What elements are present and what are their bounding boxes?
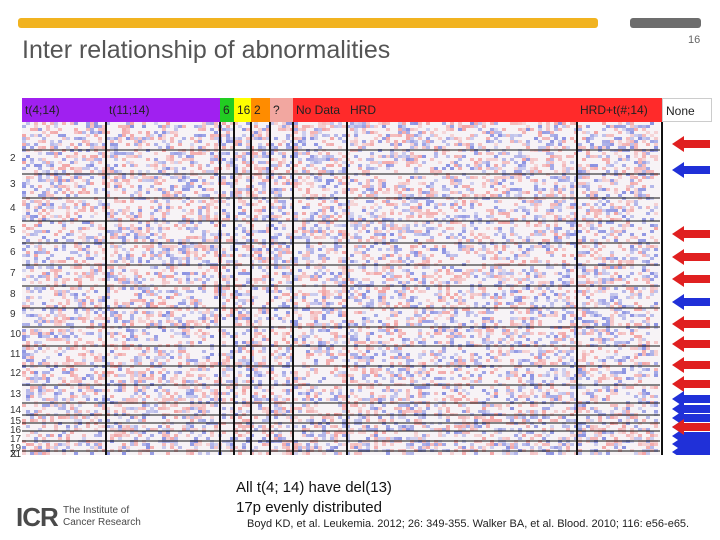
group-header-7: HRD bbox=[347, 98, 577, 122]
chromosome-label-14: 14 bbox=[10, 405, 22, 416]
citation: Boyd KD, et al. Leukemia. 2012; 26: 349-… bbox=[247, 518, 690, 530]
chromosome-label-5: 5 bbox=[10, 225, 16, 236]
arrow-red-0 bbox=[672, 136, 710, 152]
chromosome-label-7: 7 bbox=[10, 268, 16, 279]
arrow-red-16 bbox=[672, 419, 710, 435]
arrow-blue-5 bbox=[672, 294, 710, 310]
group-header-8: HRD+t(#;14) bbox=[577, 98, 662, 122]
arrow-red-6 bbox=[672, 316, 710, 332]
chromosome-label-21: 21 bbox=[10, 449, 22, 460]
logo-line-2: Cancer Research bbox=[63, 517, 141, 528]
chromosome-label-11: 11 bbox=[10, 349, 21, 360]
group-header-0: t(4;14) bbox=[22, 98, 106, 122]
title-accent-bar bbox=[18, 18, 598, 28]
caption-line-1: All t(4; 14) have del(13) bbox=[236, 479, 392, 496]
arrow-red-8 bbox=[672, 357, 710, 373]
arrow-blue-1 bbox=[672, 162, 710, 178]
chromosome-label-8: 8 bbox=[10, 289, 16, 300]
chromosome-label-X: X bbox=[10, 449, 17, 460]
copy-number-heatmap bbox=[22, 122, 710, 455]
group-header-4: 2 bbox=[251, 98, 270, 122]
caption-line-2: 17p evenly distributed bbox=[236, 499, 382, 516]
chromosome-label-17: 17 bbox=[10, 434, 22, 445]
group-header-5: ? bbox=[270, 98, 293, 122]
chromosome-label-13: 13 bbox=[10, 389, 22, 400]
chromosome-label-2: 2 bbox=[10, 153, 16, 164]
logo-text: The Institute of Cancer Research bbox=[63, 505, 141, 529]
arrow-blue-17 bbox=[672, 444, 710, 455]
group-header-2: 6 bbox=[220, 98, 234, 122]
arrow-red-4 bbox=[672, 271, 710, 287]
chromosome-label-19: 19 bbox=[10, 443, 22, 454]
caption: All t(4; 14) have del(13) 17p evenly dis… bbox=[236, 478, 392, 518]
arrow-red-7 bbox=[672, 336, 710, 352]
heatmap-figure: t(4;14) t(11;14) 6 16 2? No Data HRD HRD+t(#;14… bbox=[10, 98, 712, 460]
chromosome-label-10: 10 bbox=[10, 329, 22, 340]
slide-title: Inter relationship of abnormalities bbox=[22, 36, 391, 64]
logo-line-1: The Institute of bbox=[63, 505, 130, 516]
slide-number: 16 bbox=[688, 34, 701, 46]
chromosome-label-16: 16 bbox=[10, 425, 22, 436]
group-header-9: None bbox=[662, 98, 712, 122]
chromosome-label-6: 6 bbox=[10, 247, 16, 258]
chromosome-label-4: 4 bbox=[10, 203, 16, 214]
group-header-6: No Data bbox=[293, 98, 347, 122]
arrow-red-3 bbox=[672, 249, 710, 265]
group-header-1: t(11;14) bbox=[106, 98, 220, 122]
arrow-blue-10 bbox=[672, 391, 710, 407]
chromosome-label-3: 3 bbox=[10, 179, 16, 190]
icr-logo: ICR The Institute of Cancer Research bbox=[16, 502, 156, 532]
group-header-3: 16 bbox=[234, 98, 251, 122]
arrow-red-2 bbox=[672, 226, 710, 242]
slide-number-bar bbox=[630, 18, 701, 28]
logo-mark: ICR bbox=[16, 502, 59, 532]
chromosome-label-9: 9 bbox=[10, 309, 16, 320]
chromosome-label-15: 15 bbox=[10, 416, 22, 427]
arrow-red-9 bbox=[672, 376, 710, 392]
chromosome-label-12: 12 bbox=[10, 368, 22, 379]
